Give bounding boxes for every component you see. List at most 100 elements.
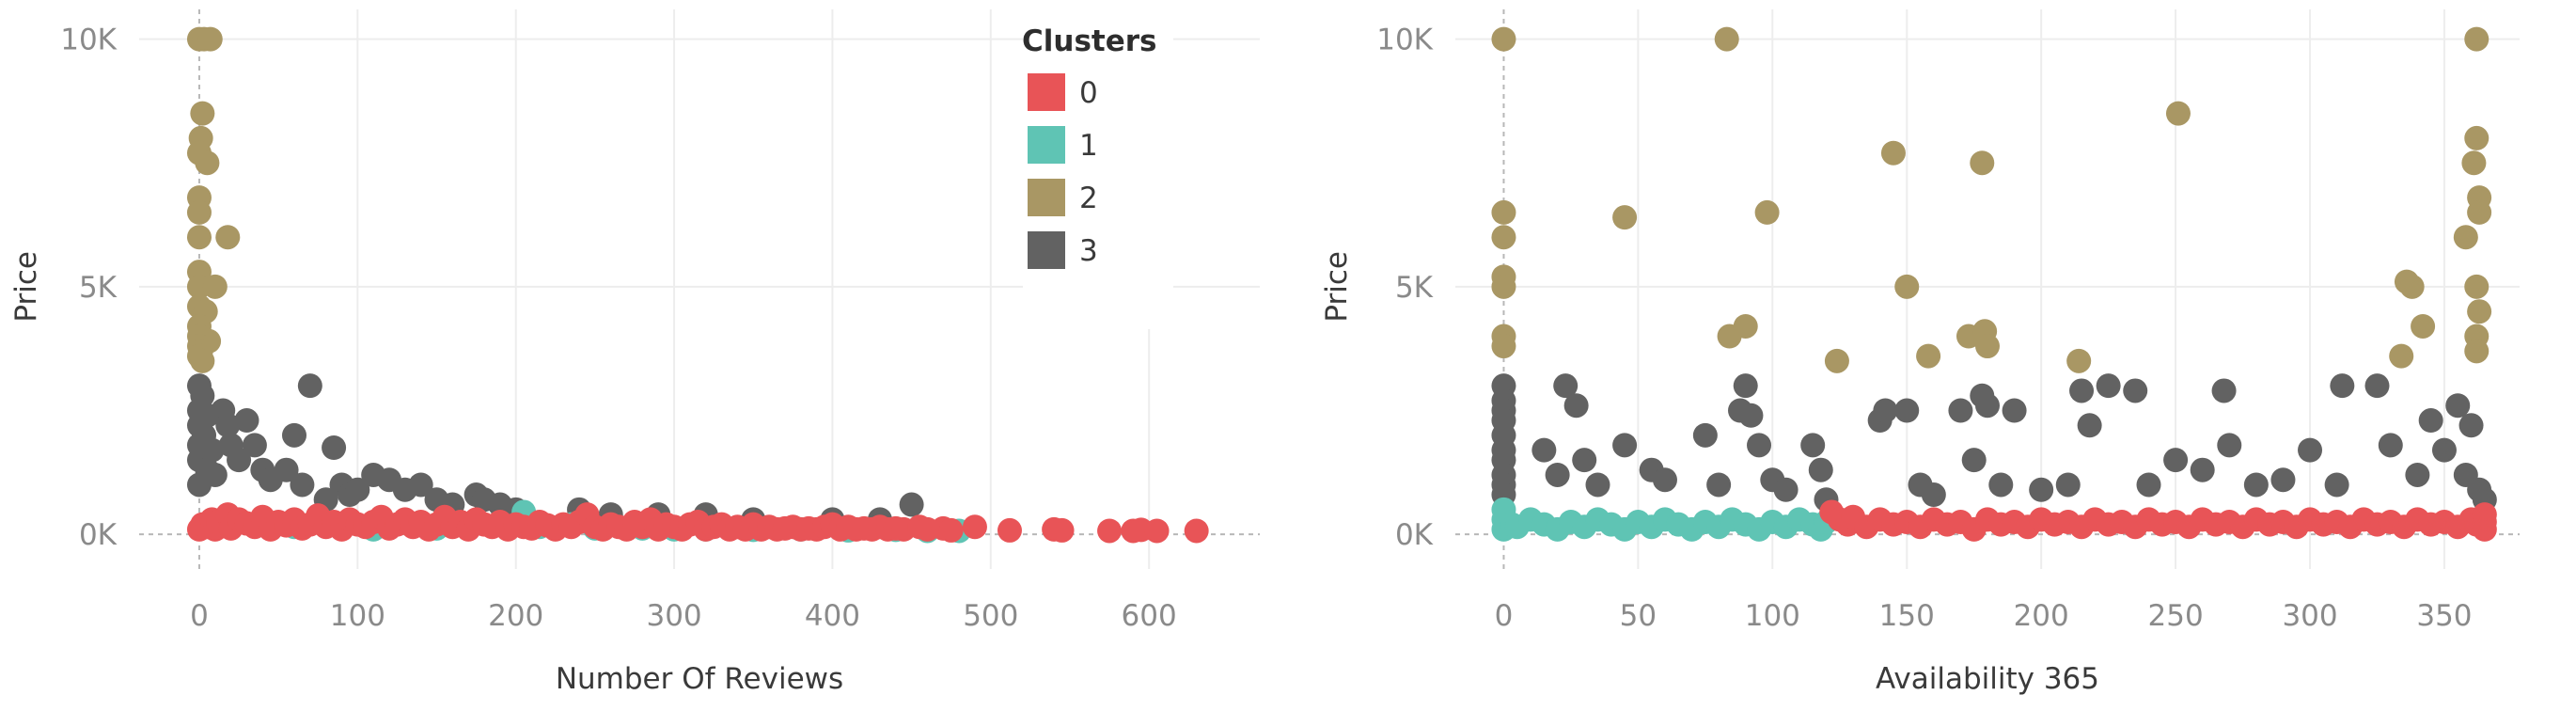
- data-point: [281, 422, 306, 448]
- data-point: [2458, 413, 2484, 438]
- data-point: [1491, 334, 1516, 359]
- x-tick-label: 300: [646, 599, 701, 633]
- data-point: [1733, 313, 1758, 339]
- legend-swatch-0: [1028, 73, 1065, 111]
- data-point: [2055, 472, 2081, 498]
- legend-item[interactable]: 3: [1028, 231, 1098, 269]
- data-point: [2464, 339, 2490, 364]
- y-tick-label: 5K: [1395, 271, 1434, 305]
- data-point: [2389, 343, 2414, 369]
- x-tick-label: 0: [1495, 599, 1514, 633]
- availability-price-chart: 0K 5K 10K 0 50 100 150 200 250 300 350 Availability…: [1320, 9, 2520, 696]
- legend-item[interactable]: 2: [1028, 179, 1098, 216]
- data-point: [2464, 125, 2490, 150]
- x-tick-label: 500: [963, 599, 1018, 633]
- data-point: [2069, 378, 2095, 403]
- data-point: [186, 199, 212, 225]
- y-tick-label: 10K: [60, 24, 117, 57]
- data-point: [1652, 467, 1677, 493]
- series-cluster-3: [1491, 373, 2497, 513]
- data-point: [408, 472, 433, 498]
- data-point: [2066, 348, 2092, 373]
- data-point: [2411, 313, 2436, 339]
- legend-title: Clusters: [1022, 24, 1156, 58]
- data-point: [290, 472, 315, 498]
- series-cluster-2: [186, 26, 241, 373]
- data-point: [1553, 373, 1579, 399]
- x-axis-title: Availability 365: [1876, 662, 2099, 696]
- legend-swatch-1: [1028, 126, 1065, 164]
- data-point: [1773, 477, 1798, 502]
- data-point: [1808, 457, 1833, 482]
- x-axis-title: Number Of Reviews: [556, 662, 843, 696]
- series-cluster-2: [1491, 26, 2492, 373]
- data-point: [2399, 274, 2425, 299]
- x-tick-label: 50: [1620, 599, 1657, 633]
- data-point: [1975, 334, 2000, 359]
- series-cluster-0: [1819, 499, 2497, 542]
- data-point: [1970, 150, 1995, 176]
- data-point: [322, 434, 347, 460]
- data-point: [1545, 462, 1570, 487]
- data-point: [1747, 433, 1772, 458]
- data-point: [2136, 472, 2161, 498]
- data-point: [2270, 467, 2296, 493]
- data-point: [2096, 373, 2121, 399]
- legend-item[interactable]: 0: [1028, 73, 1098, 111]
- data-point: [202, 274, 228, 299]
- data-point: [190, 348, 215, 373]
- data-point: [297, 373, 322, 399]
- data-point: [1184, 518, 1209, 544]
- x-tick-label: 100: [330, 599, 385, 633]
- series-cluster-1: [1491, 497, 1839, 542]
- data-point: [1144, 518, 1170, 544]
- x-tick-label: 100: [1745, 599, 1800, 633]
- data-point: [1894, 274, 1920, 299]
- data-point: [2405, 462, 2430, 487]
- data-point: [1491, 199, 1516, 225]
- x-tick-label: 150: [1879, 599, 1935, 633]
- data-point: [274, 457, 299, 482]
- legend-item[interactable]: 1: [1028, 126, 1098, 164]
- data-point: [1824, 348, 1849, 373]
- data-point: [234, 408, 259, 434]
- data-point: [2190, 457, 2215, 482]
- y-tick-label: 0K: [79, 518, 118, 552]
- data-point: [2364, 373, 2390, 399]
- x-tick-label: 0: [190, 599, 209, 633]
- data-point: [1706, 472, 1732, 498]
- data-point: [1880, 140, 1906, 166]
- data-point: [1733, 373, 1758, 399]
- data-point: [1531, 437, 1557, 463]
- data-point: [1491, 225, 1516, 250]
- x-tick-label: 200: [2014, 599, 2069, 633]
- data-point: [1921, 482, 1946, 508]
- data-point: [2217, 433, 2242, 458]
- data-point: [2445, 393, 2471, 419]
- data-point: [1975, 393, 2000, 419]
- data-point: [215, 225, 241, 250]
- data-point: [1916, 343, 1941, 369]
- data-point: [215, 413, 241, 438]
- legend-label-0: 0: [1079, 76, 1098, 110]
- data-point: [2467, 299, 2492, 324]
- legend-background: [1023, 9, 1173, 329]
- y-tick-label: 0K: [1395, 518, 1434, 552]
- data-point: [2461, 150, 2487, 176]
- legend-label-1: 1: [1079, 129, 1098, 163]
- data-point: [2211, 378, 2237, 403]
- data-point: [242, 433, 267, 458]
- legend-swatch-3: [1028, 231, 1065, 269]
- legend-label-3: 3: [1079, 234, 1098, 268]
- data-point: [1800, 433, 1826, 458]
- series-cluster-0: [186, 502, 1209, 544]
- data-point: [186, 225, 212, 250]
- data-point: [1097, 518, 1123, 544]
- data-point: [2467, 199, 2492, 225]
- data-point: [1612, 205, 1638, 230]
- data-point: [2464, 274, 2490, 299]
- y-tick-label: 10K: [1376, 24, 1433, 57]
- data-point: [997, 517, 1022, 543]
- data-point: [2029, 477, 2054, 502]
